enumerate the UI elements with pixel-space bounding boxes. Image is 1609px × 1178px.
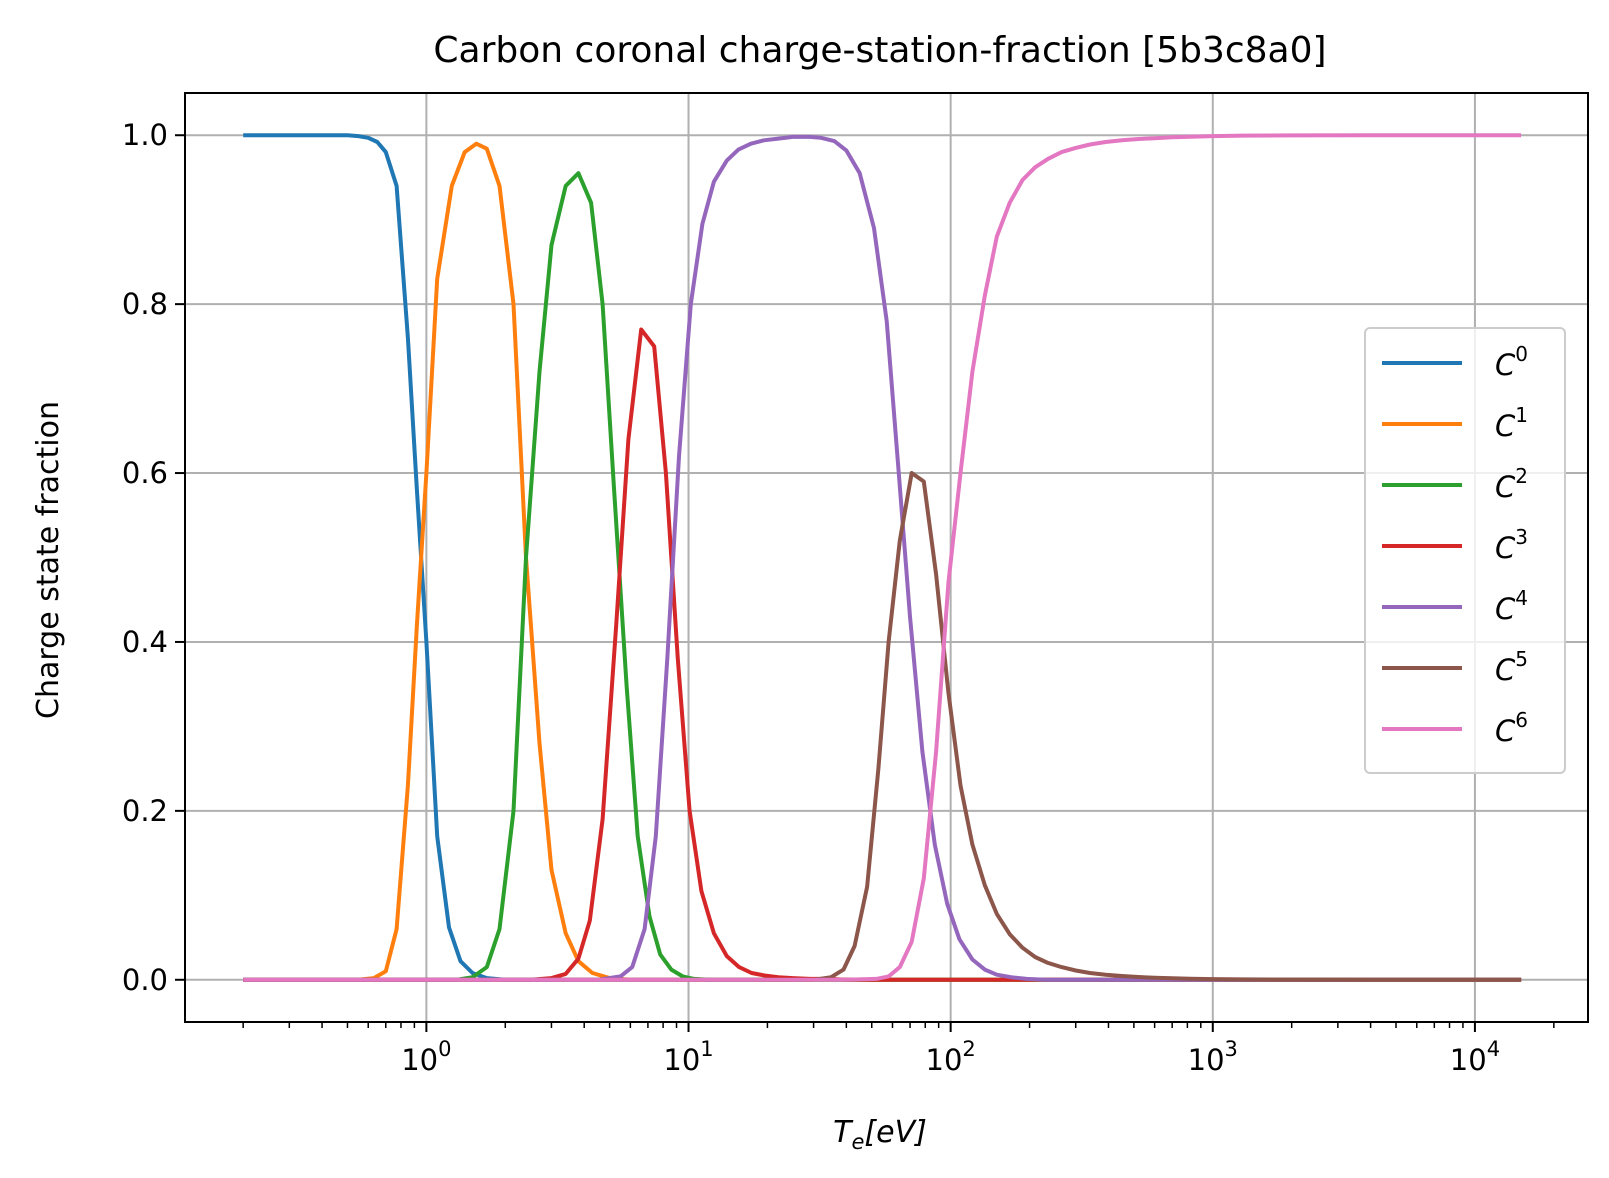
legend-label-superscript: 3 — [1515, 525, 1528, 549]
axes-frame — [184, 92, 1589, 1023]
legend-label-base: C — [1495, 470, 1516, 504]
legend-label-base: C — [1495, 592, 1516, 626]
series-line-c4 — [243, 134, 1522, 982]
legend-label-base: C — [1495, 409, 1516, 443]
series-line-c6 — [243, 133, 1522, 982]
x-tick-label-base: 10 — [1188, 1043, 1225, 1077]
x-axis-label-main: T — [833, 1115, 854, 1150]
legend-label-base: C — [1495, 653, 1516, 687]
y-tick-label: 0.6 — [122, 456, 168, 490]
x-tick-label-base: 10 — [401, 1043, 438, 1077]
x-tick-label: 101 — [663, 1037, 713, 1077]
x-tick-label-exponent: 1 — [700, 1037, 713, 1061]
legend-label: C5 — [1495, 647, 1528, 687]
x-tick-label-exponent: 3 — [1225, 1037, 1238, 1061]
legend-label: C3 — [1495, 525, 1528, 565]
x-tick-label-base: 10 — [926, 1043, 963, 1077]
legend-label-superscript: 4 — [1515, 586, 1528, 610]
x-axis-label: Te[eV] — [833, 1115, 927, 1154]
legend-label-base: C — [1495, 348, 1516, 382]
legend-label-base: C — [1495, 714, 1516, 748]
y-tick-label: 1.0 — [122, 118, 168, 152]
y-tick-label: 0.4 — [122, 625, 168, 659]
x-tick-label-base: 10 — [663, 1043, 700, 1077]
legend-label-superscript: 0 — [1515, 342, 1528, 366]
series-line-c0 — [243, 133, 1522, 982]
x-axis-label-subscript: e — [852, 1130, 865, 1154]
series-layer — [243, 133, 1522, 982]
x-axis-label-unit: [eV] — [864, 1115, 926, 1150]
legend-label: C0 — [1495, 342, 1528, 382]
x-tick-label-exponent: 4 — [1487, 1037, 1500, 1061]
chart-title: Carbon coronal charge-station-fraction [… — [433, 30, 1326, 71]
legend-label: C4 — [1495, 586, 1528, 626]
legend-label-superscript: 5 — [1515, 647, 1528, 671]
y-axis-label: Charge state fraction — [31, 401, 66, 719]
y-tick-label: 0.0 — [122, 963, 168, 997]
x-tick-label-exponent: 2 — [962, 1037, 975, 1061]
y-tick-label: 0.8 — [122, 287, 168, 321]
x-tick-label-base: 10 — [1450, 1043, 1487, 1077]
x-tick-label: 104 — [1450, 1037, 1500, 1077]
x-tick-label: 100 — [401, 1037, 451, 1077]
x-tick-label: 103 — [1188, 1037, 1238, 1077]
series-line-c5 — [243, 471, 1522, 982]
legend-label-superscript: 6 — [1515, 708, 1528, 732]
series-line-c2 — [243, 171, 1522, 982]
legend-label: C1 — [1495, 403, 1528, 443]
x-tick-label: 102 — [926, 1037, 976, 1077]
legend-label-superscript: 2 — [1515, 464, 1528, 488]
legend-label-base: C — [1495, 531, 1516, 565]
legend-box — [1364, 327, 1566, 774]
legend-label: C6 — [1495, 708, 1528, 748]
x-tick-label-exponent: 0 — [438, 1037, 451, 1061]
legend-label: C2 — [1495, 464, 1528, 504]
legend-label-superscript: 1 — [1515, 403, 1528, 427]
series-line-c1 — [243, 141, 1522, 982]
y-tick-label: 0.2 — [122, 794, 168, 828]
